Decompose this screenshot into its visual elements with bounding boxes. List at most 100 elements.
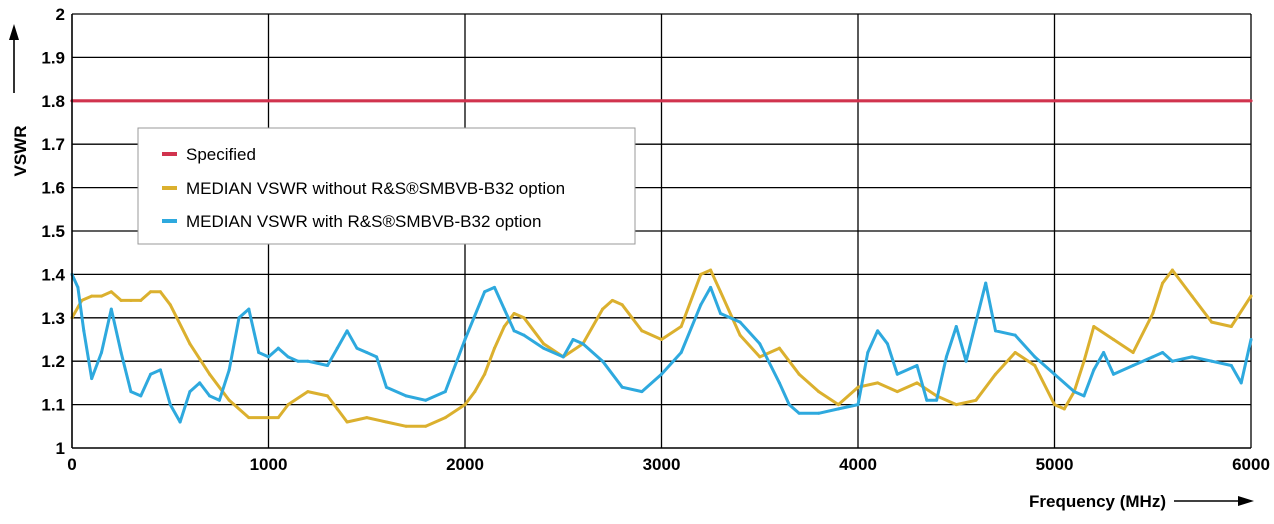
data-point-with-b32 (365, 351, 369, 355)
data-point-with-b32 (915, 364, 919, 368)
data-point-without-b32 (502, 324, 506, 328)
data-point-without-b32 (777, 346, 781, 350)
data-point-with-b32 (787, 403, 791, 407)
data-point-with-b32 (76, 285, 80, 289)
data-point-without-b32 (610, 298, 614, 302)
data-point-without-b32 (1062, 407, 1066, 411)
data-point-with-b32 (1229, 364, 1233, 368)
data-point-with-b32 (512, 329, 516, 333)
data-point-without-b32 (168, 303, 172, 307)
y-tick-label: 1.4 (41, 265, 65, 284)
data-point-without-b32 (1082, 359, 1086, 363)
data-point-with-b32 (679, 351, 683, 355)
data-point-without-b32 (954, 403, 958, 407)
data-point-without-b32 (1033, 364, 1037, 368)
data-point-without-b32 (915, 381, 919, 385)
data-point-without-b32 (1111, 338, 1115, 341)
data-point-with-b32 (699, 303, 703, 307)
data-point-with-b32 (974, 320, 978, 324)
data-point-without-b32 (1131, 351, 1135, 355)
data-point-with-b32 (994, 329, 998, 333)
y-tick-label: 1.7 (41, 135, 65, 154)
x-tick-label: 4000 (839, 455, 877, 474)
data-point-with-b32 (257, 351, 261, 355)
data-point-without-b32 (335, 407, 339, 411)
data-point-without-b32 (158, 290, 162, 294)
x-tick-label: 1000 (250, 455, 288, 474)
data-point-without-b32 (601, 307, 605, 311)
data-point-without-b32 (1013, 351, 1017, 355)
data-point-without-b32 (188, 342, 192, 346)
data-point-with-b32 (709, 285, 713, 289)
data-point-with-b32 (355, 346, 359, 350)
data-point-with-b32 (758, 342, 762, 346)
data-point-with-b32 (82, 329, 86, 333)
data-point-without-b32 (99, 294, 103, 298)
data-point-without-b32 (443, 416, 447, 420)
data-point-with-b32 (404, 394, 408, 398)
data-point-without-b32 (276, 416, 280, 420)
data-point-without-b32 (404, 424, 408, 428)
data-point-with-b32 (1170, 359, 1174, 363)
data-point-without-b32 (797, 372, 801, 376)
data-point-with-b32 (571, 338, 575, 341)
data-point-without-b32 (90, 294, 94, 298)
series-line-with-b32 (70, 272, 1253, 424)
data-point-with-b32 (856, 403, 860, 407)
data-point-without-b32 (994, 372, 998, 376)
x-axis-arrow-head (1238, 496, 1254, 506)
data-point-with-b32 (267, 355, 270, 359)
data-point-without-b32 (876, 381, 880, 385)
data-point-with-b32 (325, 364, 329, 368)
data-point-without-b32 (679, 324, 683, 328)
data-point-with-b32 (542, 346, 546, 350)
data-point-with-b32 (777, 381, 781, 385)
data-point-with-b32 (718, 311, 722, 315)
x-tick-label: 5000 (1036, 455, 1074, 474)
data-point-without-b32 (365, 416, 369, 420)
legend-box (137, 127, 636, 245)
data-point-with-b32 (139, 394, 143, 398)
x-tick-label: 0 (67, 455, 76, 474)
series-line-without-b32 (70, 268, 1253, 428)
legend-label-with-b32: MEDIAN VSWR with R&S®SMBVB-B32 option (186, 212, 541, 231)
y-tick-label: 1.3 (41, 309, 65, 328)
data-point-with-b32 (119, 351, 123, 355)
data-point-without-b32 (895, 390, 899, 394)
data-point-without-b32 (492, 346, 496, 350)
data-point-without-b32 (325, 394, 329, 398)
data-point-with-b32 (1072, 390, 1076, 394)
data-point-with-b32 (1249, 338, 1253, 341)
y-tick-label: 1.5 (41, 222, 65, 241)
data-point-without-b32 (1170, 268, 1174, 272)
data-point-without-b32 (384, 420, 388, 424)
data-point-without-b32 (699, 272, 703, 276)
data-point-with-b32 (954, 324, 958, 328)
data-point-with-b32 (1092, 368, 1096, 372)
legend-layer: Specified MEDIAN VSWR without R&S®SMBVB-B… (137, 127, 636, 245)
data-point-with-b32 (925, 398, 929, 402)
data-point-without-b32 (267, 416, 270, 420)
data-point-with-b32 (129, 390, 133, 394)
data-point-without-b32 (620, 303, 624, 307)
data-point-without-b32 (542, 342, 546, 346)
data-point-without-b32 (345, 420, 349, 424)
x-axis-label: Frequency (MHz) (1029, 492, 1166, 511)
data-point-without-b32 (286, 403, 290, 407)
data-point-with-b32 (375, 355, 379, 359)
data-point-with-b32 (935, 398, 939, 402)
data-point-with-b32 (306, 359, 310, 363)
data-point-with-b32 (620, 385, 624, 389)
data-point-with-b32 (601, 359, 605, 363)
data-point-without-b32 (473, 390, 477, 394)
y-tick-label: 1.2 (41, 352, 65, 371)
data-point-without-b32 (1190, 294, 1194, 298)
data-point-with-b32 (885, 342, 889, 346)
data-point-with-b32 (335, 346, 339, 350)
data-point-without-b32 (208, 372, 212, 376)
data-point-without-b32 (836, 403, 840, 407)
data-point-with-b32 (817, 411, 821, 415)
data-point-without-b32 (640, 329, 644, 333)
